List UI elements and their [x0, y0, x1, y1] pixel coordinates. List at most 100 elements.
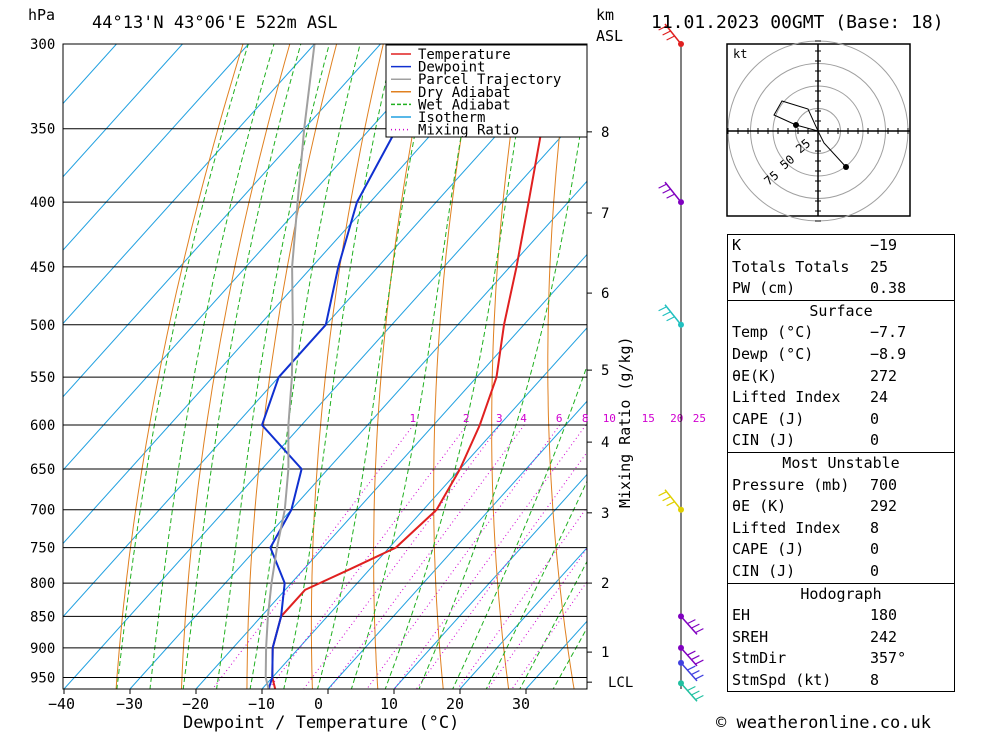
wind-barb-flag [658, 25, 667, 31]
mixing-ratio-label: 15 [642, 412, 655, 425]
pressure-level-lines [63, 43, 587, 679]
mixing-ratio-label: 20 [670, 412, 683, 425]
hpa-label: hPa [28, 6, 55, 24]
isotherm-line [63, 107, 587, 689]
index-row: Lifted Index 24 [732, 387, 950, 409]
index-value: −19 [870, 236, 898, 254]
mixing-ratio-line [511, 580, 587, 689]
x-tick-label: 30 [512, 695, 530, 713]
wet-adiabat-line [149, 44, 275, 689]
wind-barb-flag [687, 619, 696, 625]
index-value: 0.38 [870, 279, 907, 298]
isotherm-line [63, 44, 117, 105]
mixing-ratio-label: 2 [463, 412, 470, 425]
index-value: 357° [870, 649, 907, 668]
index-value: −7.7 [870, 323, 907, 342]
index-row: θE (K) 292 [732, 496, 950, 518]
isotherm-line [261, 327, 587, 689]
wind-barb-flag [666, 501, 675, 507]
index-value: 292 [870, 497, 898, 516]
km-tick-label: 2 [601, 576, 609, 592]
axes-labels: 3003504004505005506006507007508008509009… [30, 37, 633, 713]
pressure-tick-label: 500 [30, 318, 55, 334]
index-value: 24 [870, 388, 889, 407]
isotherm-line [129, 180, 587, 689]
index-row: StmSpd (kt) 8 [732, 670, 950, 692]
wind-barb-staff [664, 181, 682, 203]
index-row: CIN (J) 0 [732, 561, 950, 583]
wind-barb-flag [658, 183, 667, 189]
km-label: km [596, 6, 614, 24]
isotherm-line [63, 44, 183, 178]
index-value: 272 [870, 366, 898, 385]
hodograph-storm-motion-dot [793, 122, 799, 128]
most-unstable-title: Most Unstable [782, 453, 900, 472]
pressure-tick-label: 450 [30, 260, 55, 276]
legend-box [385, 44, 588, 138]
legend-label: Temperature [418, 47, 511, 63]
hodograph-unit-label: kt [733, 47, 747, 61]
wet-adiabat-line [116, 44, 249, 689]
sounding-profiles [260, 44, 560, 689]
index-label: θE (K) [732, 497, 787, 516]
index-label: Lifted Index [732, 518, 841, 537]
index-row: Lifted Index 8 [732, 518, 950, 540]
wind-barb-staff [664, 23, 682, 45]
dry-adiabat-line [547, 44, 575, 689]
wet-adiabat-line [182, 44, 302, 689]
indices-panel: K −19 Totals Totals 25 PW (cm) 0.38 Surface Tem… [727, 234, 955, 693]
dry-adiabat-line [655, 44, 709, 706]
index-value: 0 [870, 431, 880, 450]
index-label: Lifted Index [732, 388, 841, 407]
wind-barb-flag [662, 30, 671, 36]
km-tick-label: LCL [608, 675, 633, 691]
index-value: 8 [870, 518, 880, 537]
pressure-tick-label: 700 [30, 503, 55, 519]
km-tick-label: 5 [601, 363, 609, 379]
x-axis-label: Dewpoint / Temperature (°C) [183, 713, 459, 733]
index-label: EH [732, 606, 751, 625]
wind-barb-staff [680, 682, 698, 702]
index-row: EH 180 [732, 605, 950, 627]
index-label: StmDir [732, 649, 787, 668]
pressure-tick-label: 600 [30, 418, 55, 434]
index-label: Pressure (mb) [732, 475, 850, 494]
isotherm-line [195, 253, 587, 689]
index-label: SREH [732, 627, 769, 646]
index-row: Totals Totals 25 [732, 257, 950, 279]
index-row: Pressure (mb) 700 [732, 475, 950, 497]
wind-barb-flag [662, 311, 671, 317]
hodograph-indices-title: Hodograph [800, 584, 882, 603]
index-label: Temp (°C) [732, 323, 814, 342]
index-label: CAPE (J) [732, 409, 805, 428]
index-row: Temp (°C) −7.7 [732, 322, 950, 344]
index-label: Dewp (°C) [732, 344, 814, 363]
index-label: CAPE (J) [732, 540, 805, 559]
index-value: 0 [870, 409, 880, 428]
mixing-ratio-line [268, 424, 468, 689]
km-tick-label: 3 [601, 506, 609, 522]
index-label: Totals Totals [732, 257, 850, 276]
pressure-tick-label: 350 [30, 122, 55, 138]
index-value: 0 [870, 540, 880, 559]
index-row: CAPE (J) 0 [732, 409, 950, 431]
isotherm-line [63, 44, 315, 325]
wind-barb-staff [664, 304, 682, 326]
mixing-ratio-line [393, 424, 587, 689]
isotherm-line [63, 44, 381, 398]
legend-label: Dewpoint [418, 60, 485, 76]
dry-adiabat-line [115, 44, 244, 689]
surface-title: Surface [809, 301, 873, 320]
wind-barb-flag [691, 690, 700, 696]
index-label: CIN (J) [732, 561, 796, 580]
legend-label: Parcel Trajectory [418, 72, 561, 88]
x-tick-label: −30 [116, 695, 143, 713]
mixing-ratio-line [457, 506, 587, 689]
mixing-ratio-label: 4 [520, 412, 527, 425]
wind-barb-flag [662, 496, 671, 502]
hodograph-end-dot [843, 164, 849, 170]
dry-adiabat-line [991, 44, 1000, 706]
